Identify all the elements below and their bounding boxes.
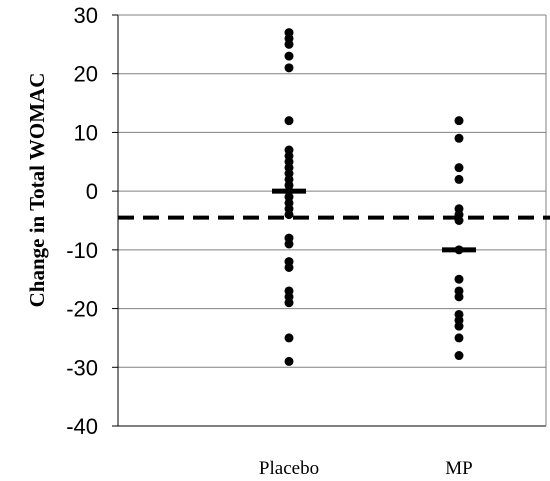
data-point: [284, 298, 294, 308]
data-point: [454, 321, 464, 331]
data-point: [284, 262, 294, 272]
y-tick-label: -10: [66, 238, 98, 263]
data-point: [454, 292, 464, 302]
data-point: [454, 174, 464, 184]
data-points: [284, 28, 464, 366]
y-tick-label: 30: [74, 3, 98, 28]
gridlines: [118, 73, 546, 368]
data-point: [454, 351, 464, 361]
y-tick-label: -30: [66, 355, 98, 380]
data-point: [284, 356, 294, 366]
data-point: [284, 210, 294, 220]
data-point: [284, 333, 294, 343]
data-point: [284, 51, 294, 61]
y-tick-label: 10: [74, 120, 98, 145]
y-tick-labels: 30 20 10 0 -10 -20 -30 -40: [66, 3, 98, 439]
y-axis-title: Change in Total WOMAC: [25, 73, 49, 308]
data-point: [284, 39, 294, 49]
category-label: Placebo: [259, 458, 319, 479]
axes: [112, 14, 547, 427]
data-point: [284, 116, 294, 126]
category-labels: Placebo MP: [259, 458, 473, 479]
y-tick-label: -20: [66, 297, 98, 322]
data-point: [454, 163, 464, 173]
y-tick-label: 20: [74, 62, 98, 87]
category-label: MP: [445, 458, 472, 479]
data-point: [454, 333, 464, 343]
y-tick-label: -40: [66, 414, 98, 439]
median-marker: [272, 188, 306, 194]
data-point: [284, 239, 294, 249]
data-point: [284, 63, 294, 73]
data-point: [454, 116, 464, 126]
y-tick-label: 0: [86, 179, 98, 204]
median-marker: [442, 247, 476, 253]
median-markers: [272, 188, 476, 253]
data-point: [454, 274, 464, 284]
data-point: [454, 133, 464, 143]
